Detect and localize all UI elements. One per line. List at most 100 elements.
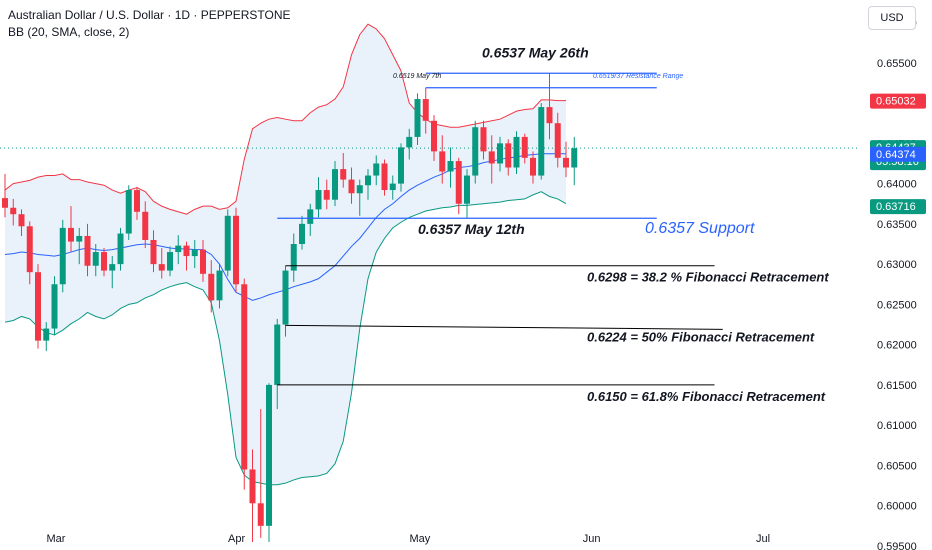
y-axis-tick-label: 0.62000	[877, 340, 917, 352]
candle-body	[480, 127, 487, 152]
candle-body	[125, 190, 132, 234]
candle-body	[84, 235, 91, 266]
bollinger-band-fill	[5, 24, 566, 485]
candle-body	[257, 503, 264, 526]
level-label: 0.6357 May 12th	[418, 221, 525, 237]
indicator-legend: BB (20, SMA, close, 2)	[8, 25, 130, 39]
candle-body	[332, 169, 338, 200]
candle-body	[315, 190, 322, 210]
currency-button[interactable]: USD	[868, 6, 916, 30]
candle-body	[68, 227, 74, 242]
candle-body	[109, 264, 116, 271]
candle-body	[563, 157, 569, 168]
candle-body	[307, 209, 314, 224]
candle-body	[233, 215, 239, 285]
fib-label: 0.6224 = 50% Fibonacci Retracement	[587, 329, 815, 344]
candle-body	[134, 190, 140, 212]
candle-body	[175, 245, 182, 253]
candle-body	[200, 249, 206, 274]
candle-body	[76, 235, 83, 242]
candle-body	[497, 143, 503, 164]
candle-body	[224, 215, 231, 271]
y-axis-tick-label: 0.61500	[877, 380, 917, 392]
price-badge-label: 0.64374	[876, 149, 916, 161]
candle-body	[455, 161, 462, 204]
candle-body	[439, 151, 446, 172]
candle-body	[381, 163, 388, 191]
candle-body	[249, 469, 256, 504]
bb-upper-line	[4, 23, 566, 215]
candle-body	[538, 107, 545, 176]
candle-body	[348, 179, 355, 194]
candle-body	[505, 143, 512, 168]
fib-line	[285, 324, 723, 330]
x-axis-tick-label: May	[410, 533, 431, 545]
y-axis-tick-label: 0.63500	[877, 219, 917, 231]
candle-body	[158, 264, 165, 271]
level-label: 0.6519 May 7th	[393, 73, 441, 80]
candle-body	[406, 136, 413, 148]
candle-body	[117, 233, 124, 265]
candle-body	[356, 185, 363, 194]
x-axis-tick-label: Jun	[583, 533, 601, 545]
price-badge	[870, 146, 926, 162]
y-axis-tick-label: 0.60500	[877, 460, 917, 472]
fib-label: 0.6150 = 61.8% Fibonacci Retracement	[587, 389, 826, 404]
price-badge-label: 0.63716	[876, 201, 916, 213]
candle-body	[59, 227, 66, 285]
candle-body	[10, 207, 17, 215]
candle-body	[241, 284, 248, 470]
candle-body	[571, 148, 578, 168]
y-axis-tick-label: 0.62500	[877, 299, 917, 311]
candle-body	[472, 127, 479, 176]
x-axis-tick-label: Apr	[228, 533, 245, 545]
candle-body	[51, 284, 58, 329]
candle-body	[2, 198, 8, 208]
price-badge	[870, 199, 926, 215]
candle-body	[422, 99, 429, 121]
candle-body	[373, 163, 380, 176]
candle-body	[546, 107, 553, 124]
candle-body	[142, 211, 149, 240]
y-axis-tick-label: 0.60000	[877, 501, 917, 513]
x-axis-tick-label: Mar	[47, 533, 66, 545]
candle-body	[464, 175, 470, 204]
candle-body	[530, 157, 536, 176]
bb-lower-line	[4, 191, 567, 486]
candle-body	[521, 136, 528, 158]
candle-body	[274, 324, 281, 385]
level-right-label: 0.6519/37 Resistance Range	[593, 73, 683, 80]
fib-label: 0.6298 = 38.2 % Fibonacci Retracement	[587, 270, 829, 285]
y-axis-tick-label: 0.64000	[877, 179, 917, 191]
candle-body	[447, 161, 454, 172]
candle-body	[43, 328, 50, 341]
y-axis-tick-label: 0.59500	[877, 541, 917, 550]
candle-body	[414, 99, 421, 137]
candle-body	[92, 252, 99, 266]
candle-body	[282, 270, 289, 325]
candle-body	[216, 270, 223, 301]
candle-body	[208, 273, 215, 301]
candle-body	[513, 136, 520, 168]
candle-body	[150, 239, 157, 265]
x-axis-tick-label: Jul	[756, 533, 770, 545]
candle-body	[167, 252, 173, 271]
candle-body	[266, 384, 272, 526]
candle-body	[398, 147, 404, 184]
candle-body	[554, 123, 561, 158]
price-badge	[870, 93, 926, 109]
candle-body	[101, 252, 107, 271]
symbol-title: Australian Dollar / U.S. Dollar · 1D · P…	[8, 8, 291, 22]
candle-body	[18, 214, 25, 227]
level-right-label: 0.6357 Support	[645, 220, 755, 237]
candle-body	[365, 175, 371, 186]
candle-body	[290, 243, 297, 271]
candle-body	[183, 245, 190, 257]
candle-body	[389, 183, 396, 191]
y-axis-tick-label: 0.61000	[877, 420, 917, 432]
candle-body	[35, 272, 41, 341]
candle-body	[488, 151, 495, 164]
candle-body	[340, 169, 347, 180]
candle-body	[26, 226, 33, 273]
